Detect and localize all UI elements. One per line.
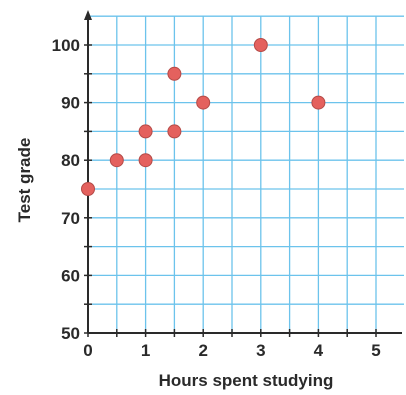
y-tick-labels: 50 60 70 80 90 100: [52, 36, 80, 343]
data-point: [81, 182, 95, 196]
x-axis-label: Hours spent studying: [159, 371, 334, 390]
x-tick-labels: 0 1 2 3 4 5: [83, 341, 380, 360]
y-axis-label: Test grade: [15, 138, 34, 223]
data-point: [167, 124, 182, 139]
data-point: [196, 95, 211, 110]
data-point: [138, 124, 153, 139]
x-tick-label: 2: [198, 341, 207, 360]
data-point: [138, 153, 153, 168]
y-tick-label: 60: [61, 266, 80, 285]
data-point: [109, 153, 124, 168]
data-point: [253, 38, 268, 52]
y-axis-arrow: [84, 10, 92, 20]
x-tick-label: 4: [314, 341, 324, 360]
x-tick-label: 0: [83, 341, 92, 360]
data-point: [311, 95, 326, 110]
x-tick-label: 3: [256, 341, 265, 360]
x-tick-label: 5: [371, 341, 380, 360]
data-points: [81, 38, 326, 196]
y-tick-label: 70: [61, 209, 80, 228]
y-tick-label: 50: [61, 324, 80, 343]
axes: [84, 10, 402, 337]
y-tick-label: 90: [61, 94, 80, 113]
y-tick-label: 100: [52, 36, 80, 55]
x-tick-label: 1: [141, 341, 150, 360]
y-tick-label: 80: [61, 151, 80, 170]
grid-lines: [88, 15, 404, 333]
data-point: [167, 66, 182, 81]
